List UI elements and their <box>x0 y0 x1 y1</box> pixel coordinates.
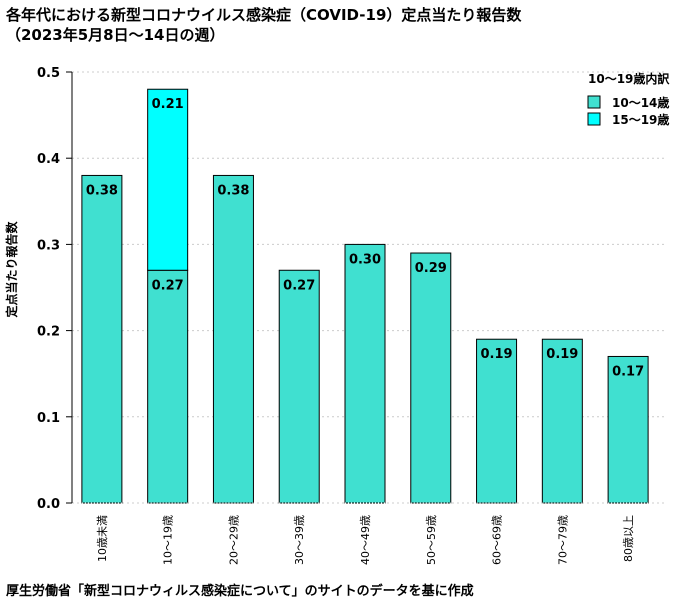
x-tick-label: 10〜19歳 <box>162 515 175 565</box>
y-tick-label: 0.1 <box>37 411 60 426</box>
bar-segment <box>476 338 518 504</box>
bar-segment <box>278 269 320 504</box>
bar-segment <box>607 355 649 504</box>
chart-subtitle: （2023年5月8日〜14日の週） <box>6 26 225 44</box>
bar-segment <box>344 243 386 504</box>
bar-segment <box>212 174 254 504</box>
data-label: 0.38 <box>217 183 249 198</box>
chart-source: 厚生労働省「新型コロナウィルス感染症について」のサイトのデータを基に作成 <box>6 584 474 599</box>
chart-title: 各年代における新型コロナウイルス感染症（COVID-19）定点当たり報告数 <box>6 6 522 24</box>
bar-segment <box>147 269 189 504</box>
legend-swatch <box>587 95 601 109</box>
data-label: 0.29 <box>415 261 447 276</box>
y-tick-label: 0.5 <box>37 66 60 81</box>
bar-segment <box>147 88 189 271</box>
x-tick-label: 60〜69歳 <box>491 515 504 565</box>
x-tick-label: 10歳未満 <box>96 515 109 562</box>
data-label: 0.17 <box>612 364 644 379</box>
data-label: 0.21 <box>152 97 184 112</box>
x-tick-label: 80歳以上 <box>622 515 635 562</box>
bar-segment <box>410 252 452 504</box>
x-tick-label: 30〜39歳 <box>293 515 306 565</box>
x-tick-label: 20〜29歳 <box>227 515 240 565</box>
legend-title: 10〜19歳内訳 <box>588 71 670 86</box>
y-tick-label: 0.3 <box>37 238 60 253</box>
x-tick-label: 40〜49歳 <box>359 515 372 565</box>
data-label: 0.27 <box>152 278 184 293</box>
legend-swatch <box>587 112 601 126</box>
y-axis-label: 定点当たり報告数 <box>4 221 19 318</box>
bar-segment <box>541 338 583 504</box>
data-label: 0.19 <box>481 347 513 362</box>
data-label: 0.27 <box>283 278 315 293</box>
bar-segment <box>81 174 123 504</box>
y-tick-label: 0.4 <box>37 152 60 167</box>
x-tick-label: 70〜79歳 <box>556 515 569 565</box>
x-tick-label: 50〜59歳 <box>425 515 438 565</box>
legend-label: 10〜14歳 <box>612 95 669 110</box>
data-label: 0.30 <box>349 252 381 267</box>
data-label: 0.38 <box>86 183 118 198</box>
y-tick-label: 0.0 <box>37 497 60 512</box>
legend-label: 15〜19歳 <box>612 112 669 127</box>
y-tick-label: 0.2 <box>37 325 60 340</box>
data-label: 0.19 <box>546 347 578 362</box>
